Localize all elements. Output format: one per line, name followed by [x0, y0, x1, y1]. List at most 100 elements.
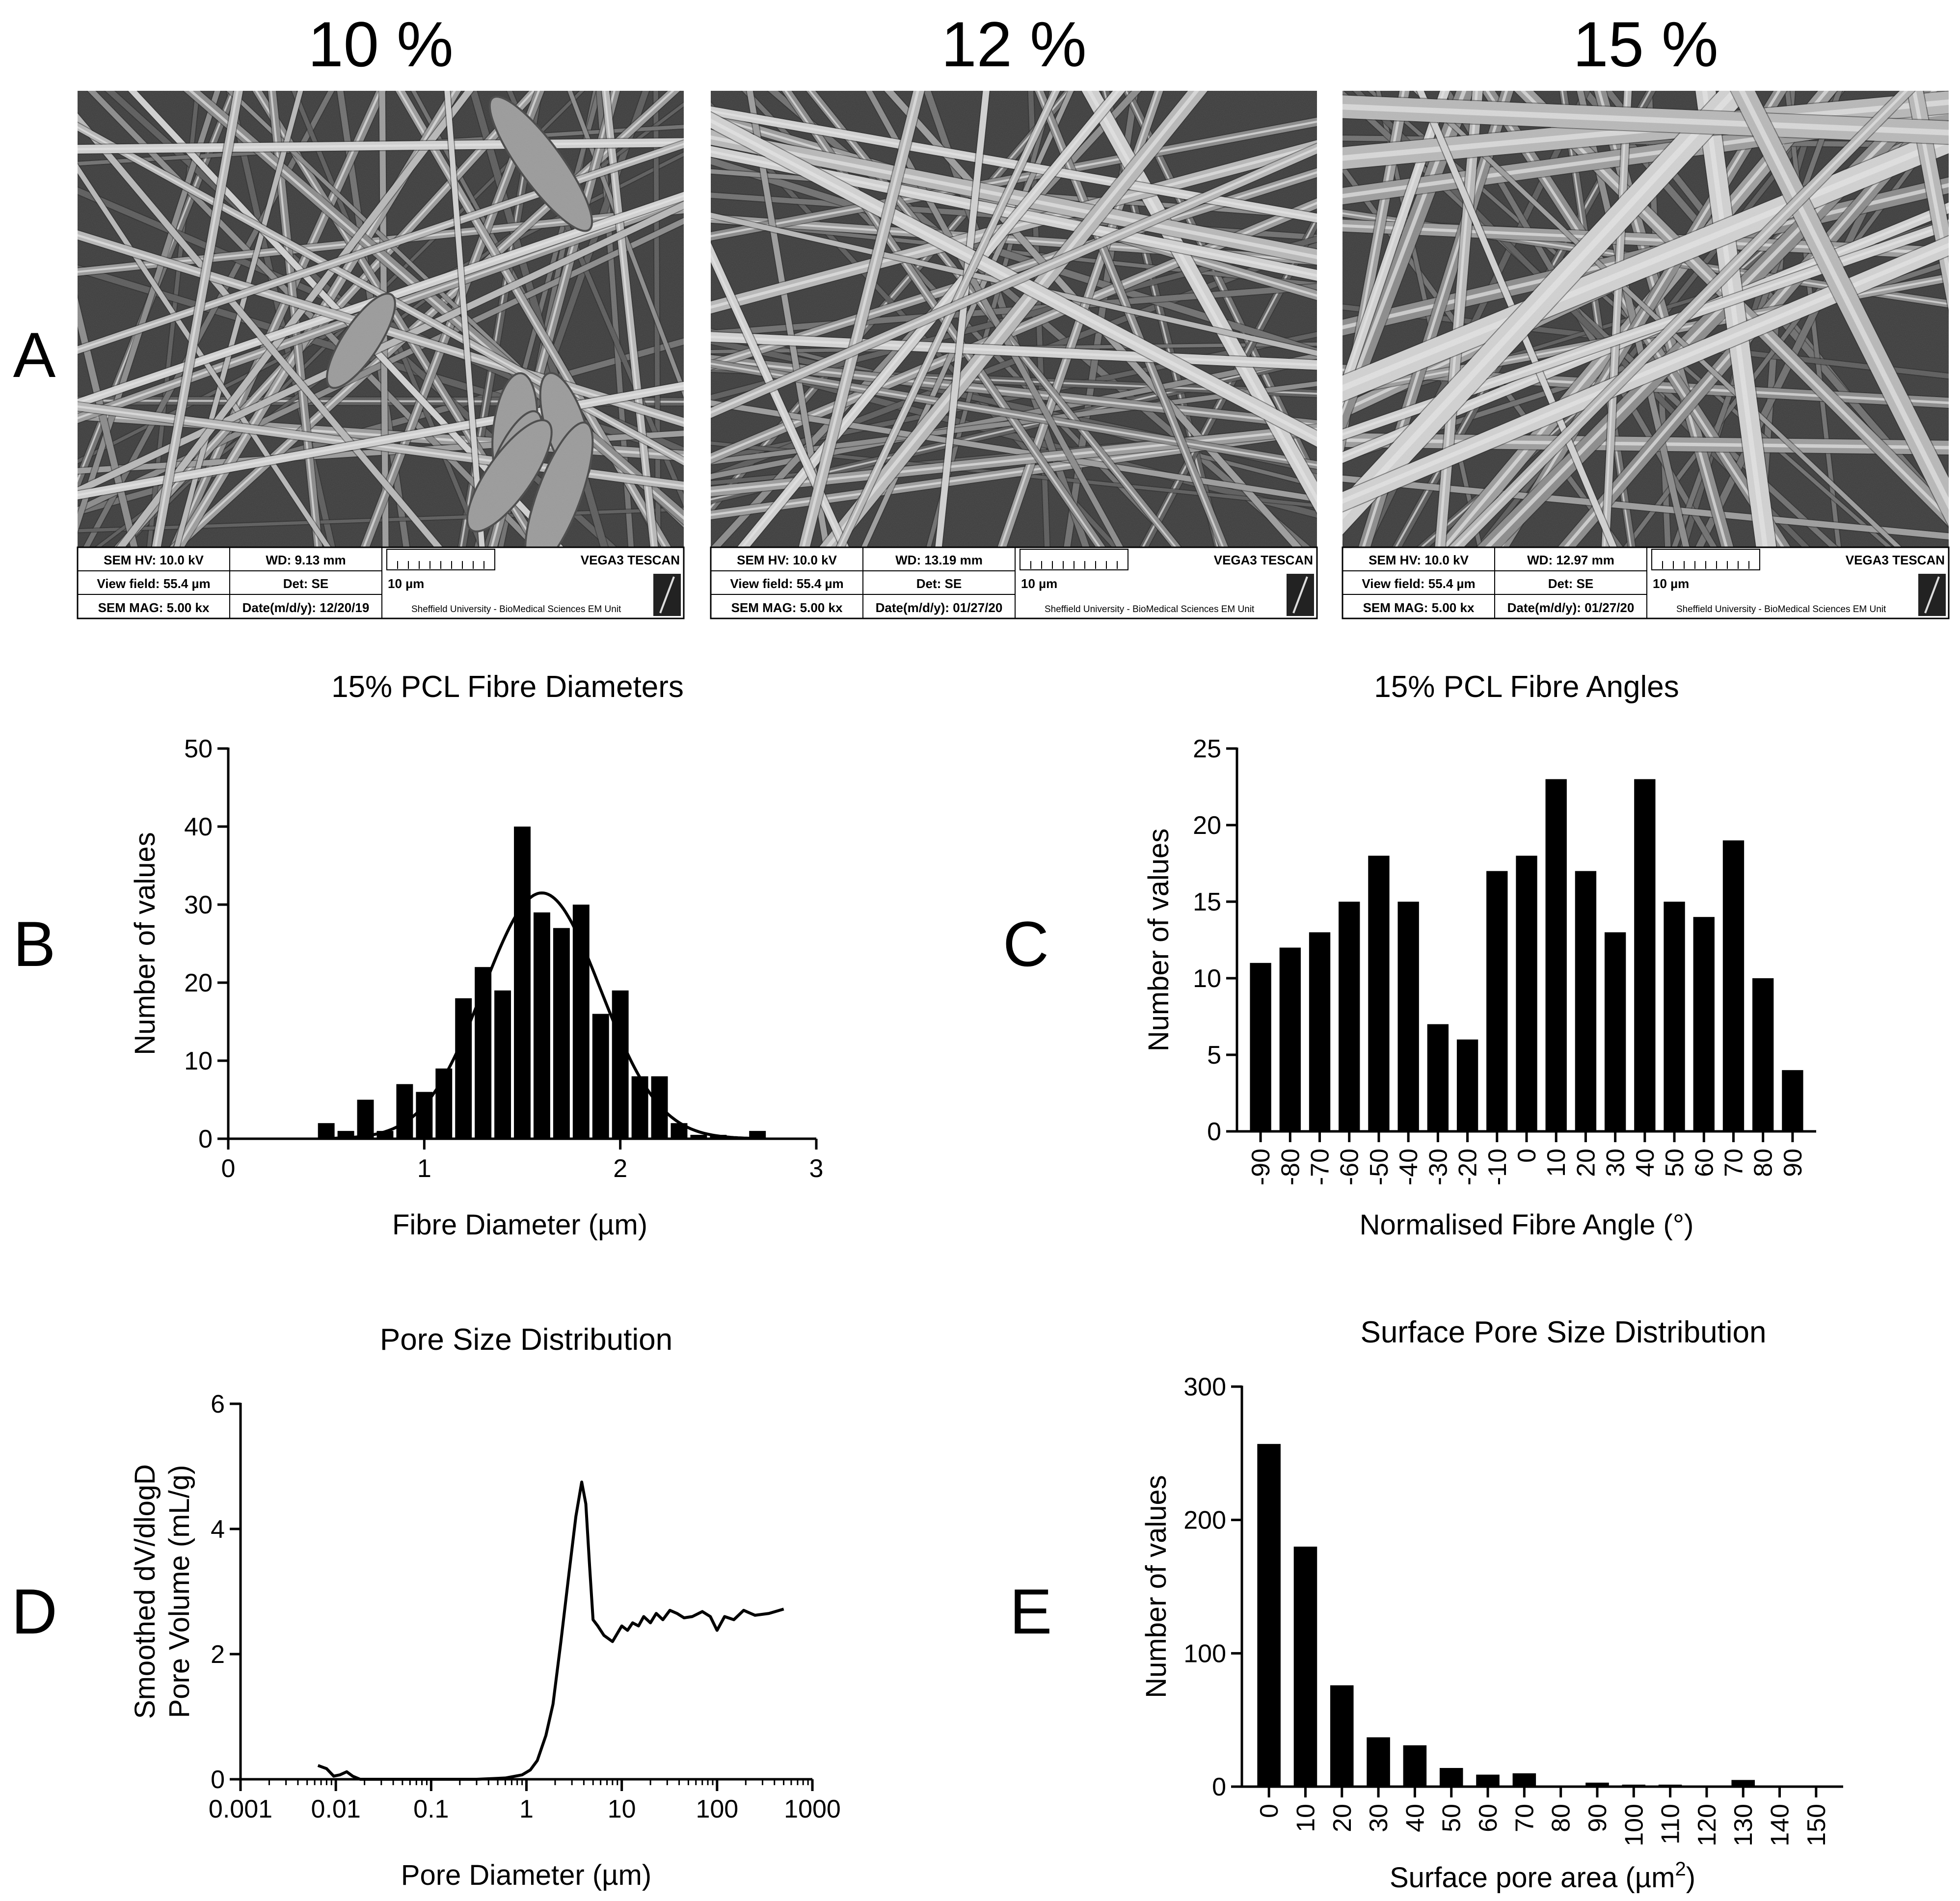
x-axis-label: Surface pore area (µm2) [1390, 1858, 1695, 1894]
sem-date: Date(m/d/y): 12/20/19 [242, 600, 370, 615]
bar [1722, 840, 1745, 1131]
bar [1512, 1773, 1536, 1787]
y-tick-label: 4 [211, 1515, 225, 1544]
sem-panel: 12 % SEM HV: 10.0 kV WD: 13.19 mm VEGA3 TES… [710, 8, 1318, 619]
chart-fibre-diameters: 15% PCL Fibre Diameters 0 10 20 30 40 50 0 1 2 3 Fi… [129, 670, 823, 1241]
y-tick-label: 10 [1193, 964, 1221, 993]
panel-letter-a: A [13, 319, 56, 391]
panel-letter-e: E [1010, 1576, 1052, 1647]
x-tick-label: 100 [696, 1795, 738, 1823]
sem-panel: 15 % SEM HV: 10.0 kV WD: 12.97 mm VEGA3 TES… [1342, 8, 1950, 619]
x-tick-label: 130 [1729, 1804, 1758, 1847]
bar [1367, 1737, 1390, 1787]
x-tick-label: 60 [1690, 1149, 1718, 1177]
x-tick-label: -20 [1454, 1149, 1482, 1185]
histogram-bar [612, 990, 629, 1139]
y-axis-label: Number of values [129, 832, 161, 1055]
x-tick-label: 1 [519, 1795, 534, 1823]
histogram-bar [494, 990, 511, 1139]
chart-fibre-angles: 15% PCL Fibre Angles -90 -80 -70 -60 -50 -40 -3… [1143, 670, 1816, 1241]
sem-brand: VEGA3 TESCAN [1214, 553, 1313, 567]
x-tick-label: 30 [1602, 1149, 1630, 1177]
y-axis-label: Number of values [1143, 829, 1175, 1052]
bar [1439, 1767, 1463, 1787]
x-tick-label: 1 [417, 1154, 431, 1183]
x-tick-label: 110 [1657, 1804, 1685, 1845]
histogram-bar [475, 967, 492, 1139]
bar [1486, 871, 1508, 1131]
bar [1456, 1039, 1478, 1131]
sem-facility: Sheffield University - BioMedical Scienc… [1676, 604, 1886, 615]
x-tick-label: 20 [1572, 1149, 1600, 1177]
sem-scale-label: 10 µm [388, 576, 424, 591]
sem-facility: Sheffield University - BioMedical Scienc… [411, 604, 621, 615]
x-tick-label: 0.1 [413, 1795, 449, 1823]
bar [1368, 856, 1390, 1131]
bar [1545, 779, 1567, 1131]
bar [1782, 1070, 1803, 1131]
sem-magnification: SEM MAG: 5.00 kx [1363, 600, 1475, 615]
sem-scale-label: 10 µm [1021, 576, 1057, 591]
y-tick-label: 30 [184, 891, 213, 919]
x-tick-label: -80 [1276, 1149, 1305, 1185]
bar [1664, 902, 1685, 1131]
sem-brand: VEGA3 TESCAN [1846, 553, 1945, 567]
sem-date: Date(m/d/y): 01/27/20 [876, 600, 1003, 615]
x-tick-label: 2 [613, 1154, 627, 1183]
x-tick-label: 3 [809, 1154, 824, 1183]
x-tick-label: 140 [1766, 1804, 1795, 1847]
sem-scale-box [386, 549, 495, 570]
x-tick-label: 0.001 [209, 1795, 272, 1823]
bar [1604, 932, 1626, 1131]
bar [1731, 1780, 1755, 1787]
bar [1330, 1685, 1354, 1787]
y-tick-label: 50 [184, 735, 213, 763]
y-tick-label: 25 [1193, 735, 1221, 763]
x-tick-label: 10 [1291, 1804, 1320, 1832]
sem-view-field: View field: 55.4 µm [97, 576, 210, 591]
sem-panel-title: 15 % [1573, 8, 1718, 80]
bar [1693, 917, 1715, 1131]
sem-hv: SEM HV: 10.0 kV [104, 553, 204, 567]
sem-info-frame [710, 546, 1318, 619]
y-tick-label: 0 [1212, 1773, 1226, 1801]
x-tick-label: 80 [1749, 1149, 1778, 1177]
y-tick-label: 15 [1193, 888, 1221, 916]
x-tick-label: 0 [1513, 1149, 1541, 1163]
y-axis-label-line-1: Smoothed dV/dlogD [129, 1464, 161, 1719]
x-tick-label: 50 [1438, 1804, 1466, 1832]
x-tick-label: 60 [1474, 1804, 1503, 1832]
sem-hv: SEM HV: 10.0 kV [1369, 553, 1469, 567]
bar [1339, 902, 1360, 1131]
bar [1634, 779, 1656, 1131]
sem-info-bar: SEM HV: 10.0 kV WD: 13.19 mm VEGA3 TESCAN V… [710, 546, 1318, 619]
sem-info-frame [77, 546, 685, 619]
sem-brand: VEGA3 TESCAN [581, 553, 680, 567]
sem-magnification: SEM MAG: 5.00 kx [98, 600, 210, 615]
chart-title: 15% PCL Fibre Diameters [331, 670, 684, 704]
bar [1427, 1024, 1449, 1131]
x-axis-label: Normalised Fibre Angle (°) [1360, 1209, 1694, 1241]
sem-noise [1342, 91, 1949, 547]
chart-title: 15% PCL Fibre Angles [1374, 670, 1679, 704]
sem-scale-box [1020, 549, 1128, 570]
x-tick-label: 10 [1542, 1149, 1571, 1177]
x-tick-label: 100 [1620, 1804, 1648, 1847]
y-tick-label: 20 [184, 969, 213, 997]
y-tick-label: 40 [184, 813, 213, 841]
x-tick-label: 40 [1631, 1149, 1660, 1177]
sem-info-frame [1342, 546, 1950, 619]
x-tick-label: -40 [1395, 1149, 1423, 1185]
x-axis-label-end: ) [1686, 1862, 1695, 1894]
sem-scale-label: 10 µm [1653, 576, 1689, 591]
x-tick-label: 0 [221, 1154, 236, 1183]
panel-letter-d: D [11, 1576, 57, 1647]
x-tick-label: 10 [608, 1795, 636, 1823]
y-tick-label: 2 [211, 1640, 225, 1669]
y-tick-label: 5 [1207, 1041, 1221, 1070]
sem-detector: Det: SE [916, 576, 962, 591]
bar [1279, 947, 1301, 1131]
panel-letter-b: B [13, 908, 56, 980]
sem-detector: Det: SE [283, 576, 328, 591]
